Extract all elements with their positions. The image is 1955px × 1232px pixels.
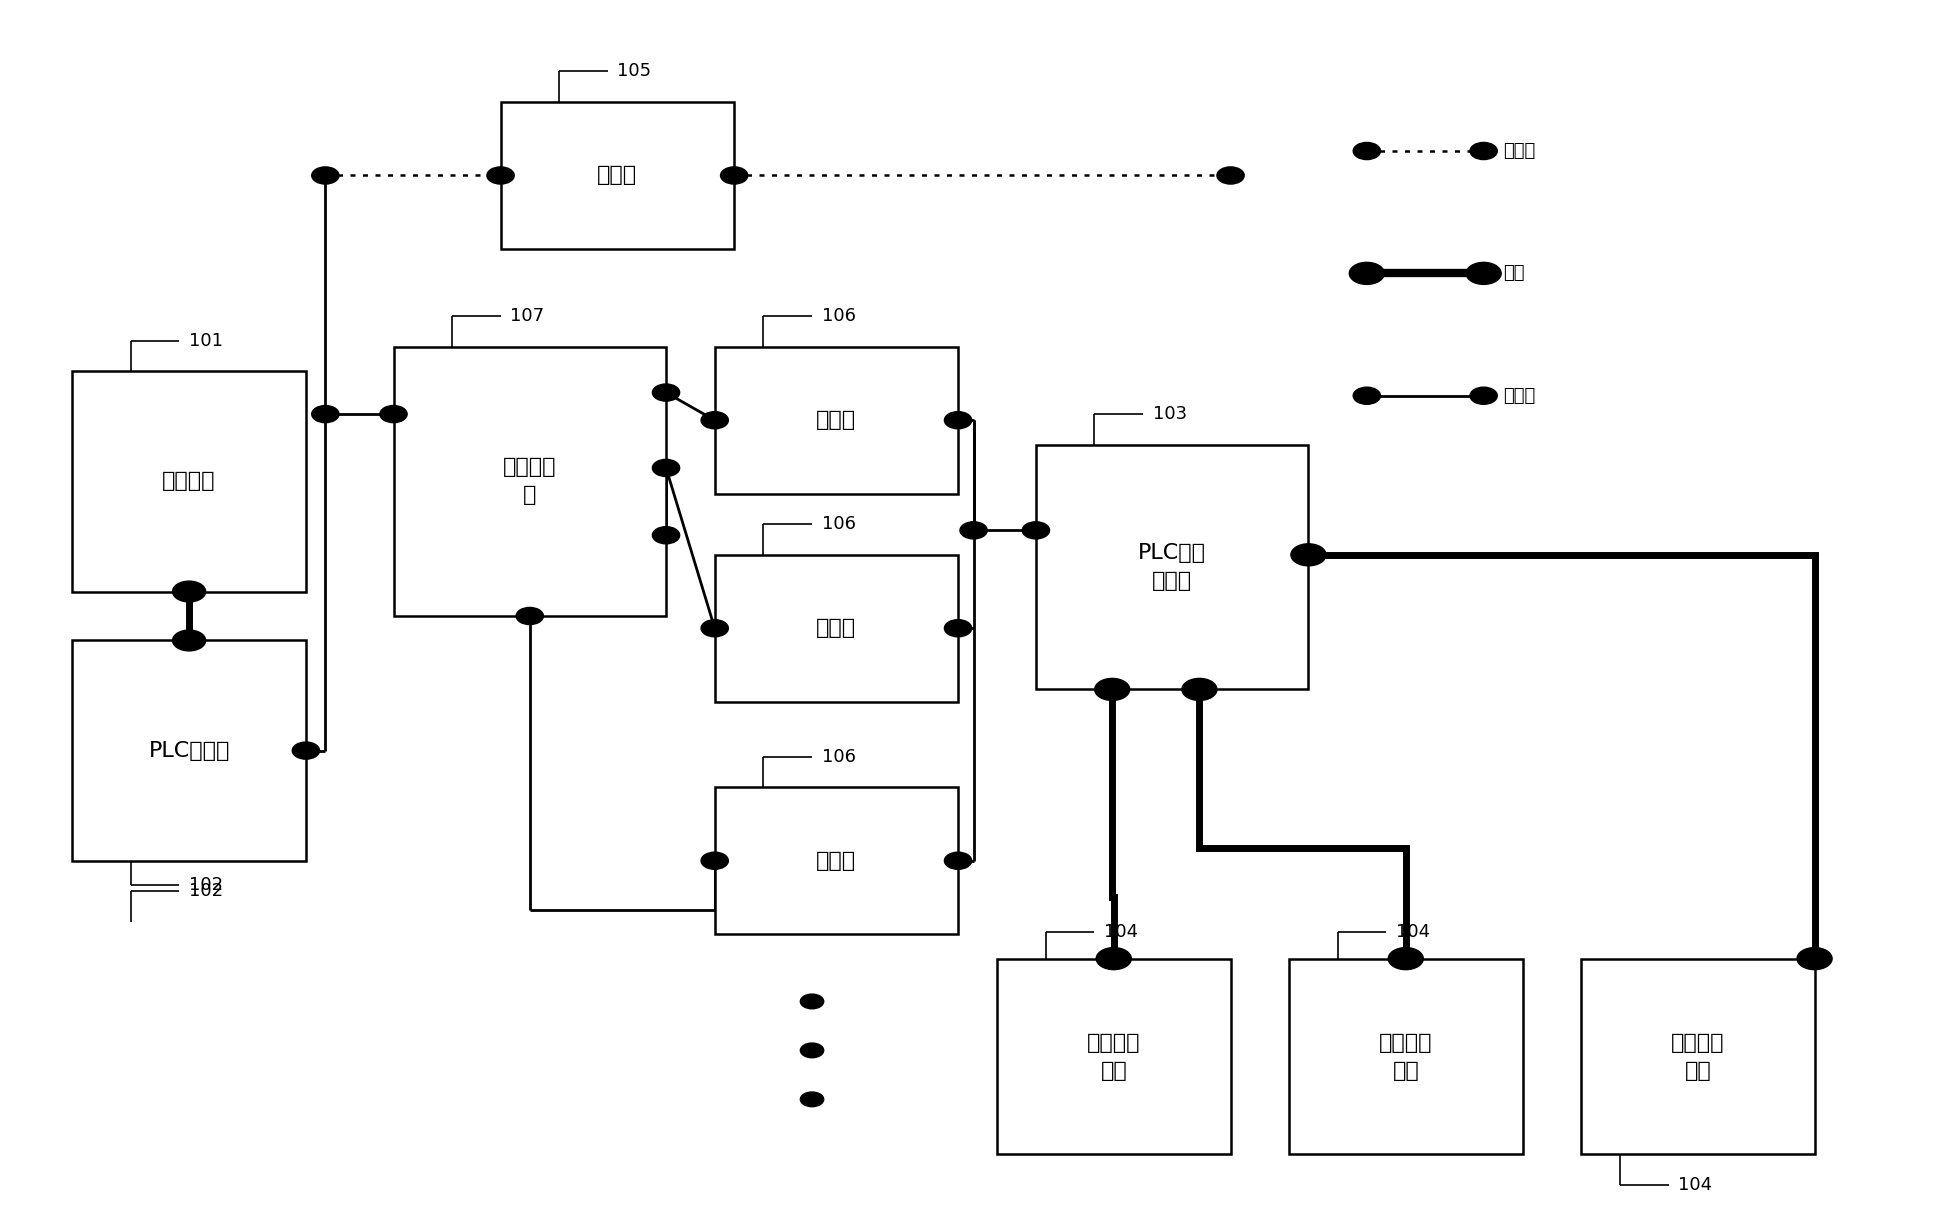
Circle shape — [653, 384, 680, 402]
Circle shape — [702, 620, 729, 637]
Circle shape — [800, 1044, 823, 1058]
Bar — [716, 346, 958, 494]
Text: 终端用户
设备: 终端用户 设备 — [1378, 1032, 1433, 1080]
Circle shape — [1022, 522, 1050, 538]
Text: PLC桥集器: PLC桥集器 — [149, 740, 231, 760]
Text: 102: 102 — [190, 876, 223, 894]
Circle shape — [516, 607, 543, 625]
Bar — [72, 641, 305, 861]
Circle shape — [1349, 262, 1384, 285]
Circle shape — [1095, 679, 1130, 701]
Circle shape — [487, 166, 514, 184]
Circle shape — [800, 994, 823, 1009]
Bar — [997, 958, 1230, 1154]
Circle shape — [800, 1092, 823, 1106]
Circle shape — [293, 742, 319, 759]
Circle shape — [1470, 143, 1498, 160]
Bar — [72, 371, 305, 591]
Circle shape — [944, 620, 972, 637]
Circle shape — [1216, 166, 1243, 184]
Text: 104: 104 — [1396, 923, 1431, 941]
Text: 电能表: 电能表 — [817, 851, 856, 871]
Text: PLC调制
解调器: PLC调制 解调器 — [1138, 543, 1206, 591]
Bar — [393, 346, 667, 616]
Circle shape — [1353, 387, 1380, 404]
Circle shape — [944, 411, 972, 429]
Text: 电能表: 电能表 — [817, 618, 856, 638]
Circle shape — [1290, 543, 1325, 565]
Circle shape — [1353, 143, 1380, 160]
Circle shape — [702, 853, 729, 870]
Circle shape — [721, 166, 749, 184]
Bar — [500, 102, 735, 249]
Circle shape — [1797, 947, 1832, 970]
Bar — [1036, 445, 1308, 690]
Text: 单元配电
箱: 单元配电 箱 — [502, 457, 557, 505]
Text: 106: 106 — [821, 307, 856, 325]
Text: 104: 104 — [1105, 923, 1138, 941]
Circle shape — [311, 166, 338, 184]
Circle shape — [172, 630, 205, 650]
Text: 中继器: 中继器 — [598, 165, 637, 186]
Circle shape — [944, 853, 972, 870]
Text: 107: 107 — [510, 307, 543, 325]
Text: 106: 106 — [821, 748, 856, 766]
Text: 104: 104 — [1677, 1177, 1713, 1194]
Circle shape — [1470, 387, 1498, 404]
Circle shape — [1183, 679, 1216, 701]
Circle shape — [311, 405, 338, 423]
Circle shape — [379, 405, 407, 423]
Circle shape — [653, 460, 680, 477]
Bar — [1582, 958, 1814, 1154]
Text: 光缆: 光缆 — [1503, 265, 1525, 282]
Circle shape — [653, 526, 680, 543]
Bar — [716, 787, 958, 934]
Bar — [716, 554, 958, 702]
Text: 电力线: 电力线 — [1503, 387, 1535, 405]
Circle shape — [702, 411, 729, 429]
Text: 102: 102 — [190, 882, 223, 901]
Text: 电能表: 电能表 — [817, 410, 856, 430]
Circle shape — [1466, 262, 1501, 285]
Circle shape — [172, 582, 205, 602]
Circle shape — [1388, 947, 1423, 970]
Text: 终端用户
设备: 终端用户 设备 — [1087, 1032, 1140, 1080]
Text: 103: 103 — [1153, 405, 1187, 423]
Circle shape — [960, 522, 987, 538]
Circle shape — [1097, 947, 1132, 970]
Text: 汇聚设备: 汇聚设备 — [162, 472, 215, 492]
Text: 耦合线: 耦合线 — [1503, 142, 1535, 160]
Text: 105: 105 — [618, 63, 651, 80]
Bar — [1288, 958, 1523, 1154]
Text: 106: 106 — [821, 515, 856, 533]
Text: 101: 101 — [190, 331, 223, 350]
Text: 终端用户
设备: 终端用户 设备 — [1672, 1032, 1724, 1080]
